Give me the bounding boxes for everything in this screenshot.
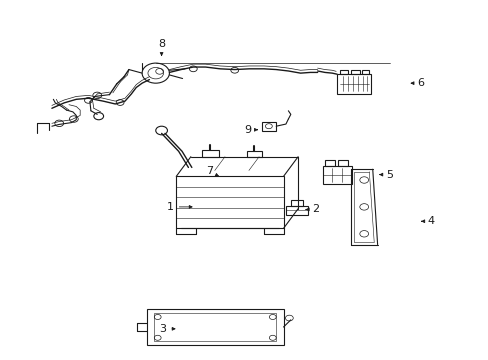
Bar bbox=[147, 309, 283, 345]
Text: 8: 8 bbox=[158, 39, 165, 55]
Bar bbox=[286, 206, 307, 215]
Bar bbox=[291, 201, 303, 206]
Text: 2: 2 bbox=[305, 204, 318, 215]
Text: 4: 4 bbox=[421, 216, 434, 226]
Bar bbox=[339, 70, 347, 74]
Text: 5: 5 bbox=[379, 170, 392, 180]
Text: 3: 3 bbox=[159, 324, 175, 334]
Bar bbox=[261, 122, 276, 131]
Bar bbox=[154, 314, 276, 341]
Bar bbox=[176, 176, 283, 228]
Text: 6: 6 bbox=[410, 78, 424, 88]
Text: 1: 1 bbox=[166, 202, 192, 212]
Bar bbox=[322, 166, 351, 184]
Bar bbox=[336, 74, 370, 94]
Bar bbox=[325, 160, 334, 166]
Bar bbox=[350, 70, 359, 74]
Bar bbox=[201, 150, 219, 157]
Text: 7: 7 bbox=[205, 166, 218, 176]
Text: 9: 9 bbox=[244, 125, 257, 135]
Bar bbox=[246, 151, 261, 157]
Bar bbox=[337, 160, 347, 166]
Bar bbox=[361, 70, 368, 74]
